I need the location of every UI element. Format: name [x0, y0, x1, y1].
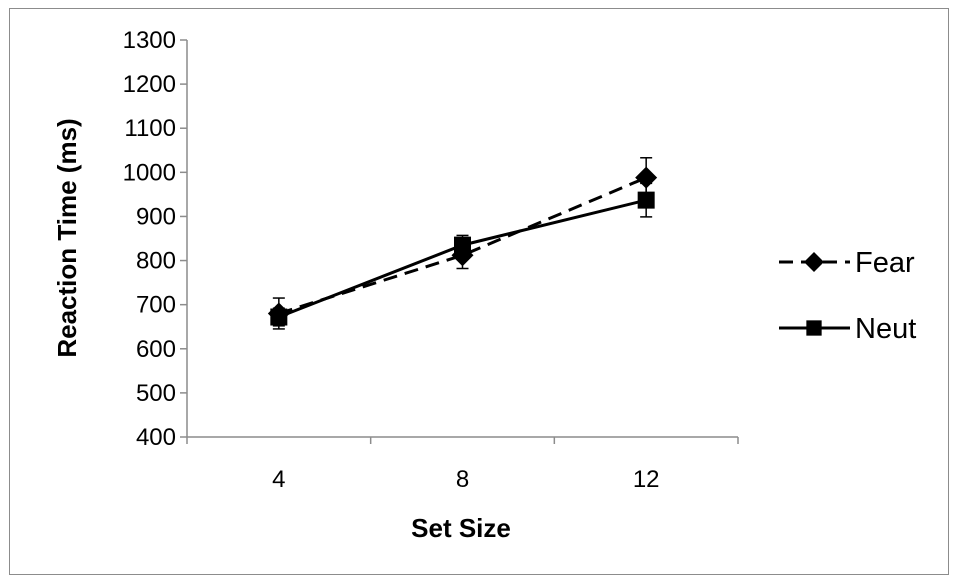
y-tick-label: 400: [136, 424, 176, 451]
legend-marker: [806, 320, 822, 336]
x-axis-title: Set Size: [411, 513, 511, 543]
series-layer: [267, 157, 658, 330]
x-tick-label: 4: [272, 466, 285, 493]
y-tick-label: 1100: [124, 115, 176, 142]
y-axis-title: Reaction Time (ms): [52, 118, 82, 357]
y-tick-label: 700: [136, 292, 176, 319]
data-point: [451, 244, 474, 267]
data-point: [635, 166, 658, 189]
data-point: [637, 191, 655, 209]
y-tick-label: 1300: [123, 27, 176, 54]
data-point: [267, 302, 290, 325]
y-tick-label: 500: [136, 380, 176, 407]
y-tick-label: 900: [136, 203, 176, 230]
legend: Fear Neut: [779, 247, 916, 345]
chart-frame: [9, 8, 949, 575]
y-tick-label: 600: [136, 336, 176, 363]
y-tick-label: 1200: [123, 71, 176, 98]
x-tick-label: 8: [456, 466, 469, 493]
legend-label: Fear: [855, 247, 915, 279]
y-tick-labels: 400 500 600 700 800 900 1000 1100 1200 1300: [123, 27, 176, 451]
x-tick-labels: 4 8 12: [272, 466, 659, 493]
legend-marker: [804, 252, 824, 272]
legend-item-neut: Neut: [779, 313, 916, 345]
axes: [180, 39, 739, 444]
y-tick-label: 800: [136, 248, 176, 275]
y-tick-label: 1000: [123, 159, 176, 186]
x-tick-label: 12: [633, 466, 660, 493]
series-fear: [267, 157, 658, 330]
legend-item-fear: Fear: [779, 247, 915, 279]
legend-label: Neut: [855, 313, 916, 345]
